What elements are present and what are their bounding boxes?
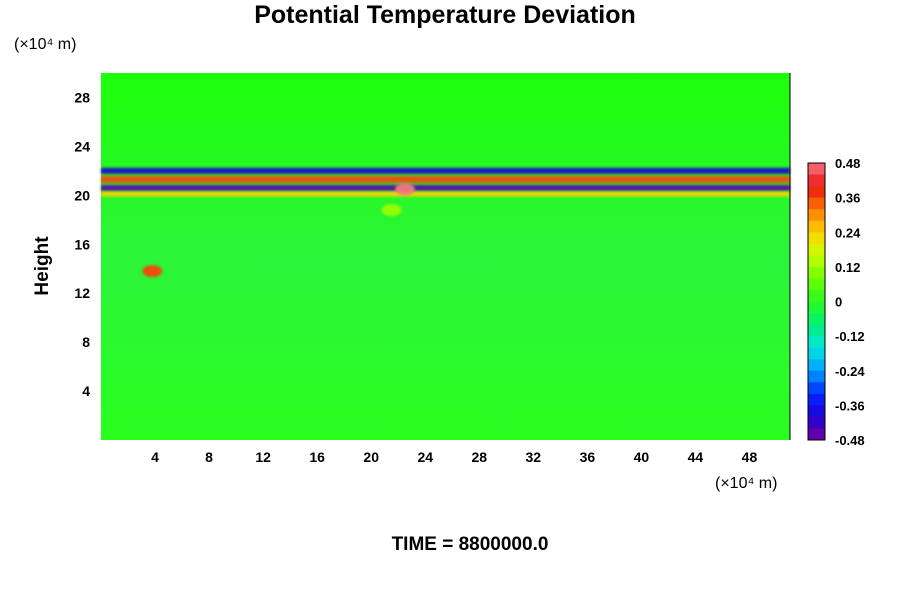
x-tick-label: 40 bbox=[634, 449, 650, 465]
colorbar-tick-label: 0.48 bbox=[835, 156, 860, 171]
colorbar-segment bbox=[808, 232, 825, 245]
colorbar-segment bbox=[808, 197, 825, 210]
colorbar-tick-label: 0.12 bbox=[835, 260, 860, 275]
x-tick-label: 32 bbox=[526, 449, 542, 465]
colorbar-segment bbox=[808, 289, 825, 302]
colorbar-tick-label: 0 bbox=[835, 295, 842, 310]
colorbar-segment bbox=[808, 220, 825, 233]
x-tick-label: 36 bbox=[580, 449, 596, 465]
colorbar-segment bbox=[808, 163, 825, 176]
chart-title: Potential Temperature Deviation bbox=[254, 1, 636, 29]
heatmap-features bbox=[101, 167, 790, 278]
colorbar-segment bbox=[808, 428, 825, 441]
heatmap-layer-1 bbox=[101, 175, 790, 184]
colorbar-segment bbox=[808, 186, 825, 199]
colorbar-segment bbox=[808, 266, 825, 279]
colorbar-segment bbox=[808, 393, 825, 406]
x-unit-label: (×10⁴ m) bbox=[715, 475, 777, 492]
y-tick-label: 4 bbox=[82, 383, 90, 399]
colorbar-segment bbox=[808, 324, 825, 337]
colorbar-tick-label: 0.36 bbox=[835, 191, 860, 206]
colorbar-segment bbox=[808, 405, 825, 418]
heatmap-background bbox=[101, 73, 790, 440]
heatmap-layer-2 bbox=[101, 184, 790, 192]
colorbar-segment bbox=[808, 370, 825, 383]
colorbar-tick-label: 0.24 bbox=[835, 225, 861, 240]
colorbar-segment bbox=[808, 382, 825, 395]
heatmap-patch-6 bbox=[381, 204, 402, 217]
colorbar-ticks: 0.48 0.36 0.24 0.12 0 -0.12 -0.24 -0.36 -0.48 bbox=[835, 156, 865, 448]
x-tick-label: 24 bbox=[417, 449, 433, 465]
y-tick-label: 12 bbox=[74, 285, 90, 301]
y-tick-label: 20 bbox=[74, 187, 90, 203]
colorbar-tick-label: -0.24 bbox=[835, 364, 865, 379]
colorbar-segment bbox=[808, 347, 825, 360]
colorbar-frame bbox=[807, 162, 826, 441]
colorbar-segment bbox=[808, 255, 825, 268]
x-tick-label: 44 bbox=[688, 449, 704, 465]
colorbar bbox=[807, 162, 826, 441]
colorbar-segment bbox=[808, 278, 825, 291]
y-unit-label: (×10⁴ m) bbox=[14, 36, 76, 53]
x-tick-label: 28 bbox=[471, 449, 487, 465]
x-tick-label: 12 bbox=[255, 449, 271, 465]
x-axis-ticks: 4 8 12 16 20 24 28 32 36 40 44 48 bbox=[151, 449, 757, 465]
colorbar-segment bbox=[808, 209, 825, 222]
y-tick-label: 28 bbox=[74, 89, 90, 105]
heatmap-patch-5 bbox=[142, 265, 163, 278]
colorbar-segment bbox=[808, 174, 825, 187]
x-tick-label: 4 bbox=[151, 449, 159, 465]
colorbar-tick-label: -0.36 bbox=[835, 398, 865, 413]
y-axis-label: Height bbox=[32, 236, 53, 296]
y-tick-label: 8 bbox=[82, 334, 90, 350]
x-tick-label: 16 bbox=[309, 449, 325, 465]
colorbar-tick-label: -0.12 bbox=[835, 329, 865, 344]
heatmap-layer-3 bbox=[101, 191, 790, 197]
x-tick-label: 20 bbox=[363, 449, 379, 465]
colorbar-segment bbox=[808, 243, 825, 256]
heatmap-layer-0 bbox=[101, 167, 790, 174]
colorbar-segment bbox=[808, 416, 825, 429]
y-tick-label: 16 bbox=[74, 236, 90, 252]
time-label: TIME = 8800000.0 bbox=[392, 534, 549, 555]
colorbar-segment bbox=[808, 336, 825, 349]
heatmap-patch-4 bbox=[394, 183, 415, 196]
plot-area bbox=[101, 73, 791, 440]
y-axis-ticks: 4 8 12 16 20 24 28 bbox=[74, 89, 90, 399]
x-tick-label: 48 bbox=[742, 449, 758, 465]
colorbar-segment bbox=[808, 313, 825, 326]
x-tick-label: 8 bbox=[205, 449, 213, 465]
colorbar-tick-label: -0.48 bbox=[835, 433, 865, 448]
y-tick-label: 24 bbox=[74, 138, 90, 154]
colorbar-segment bbox=[808, 359, 825, 372]
colorbar-segment bbox=[808, 301, 825, 314]
